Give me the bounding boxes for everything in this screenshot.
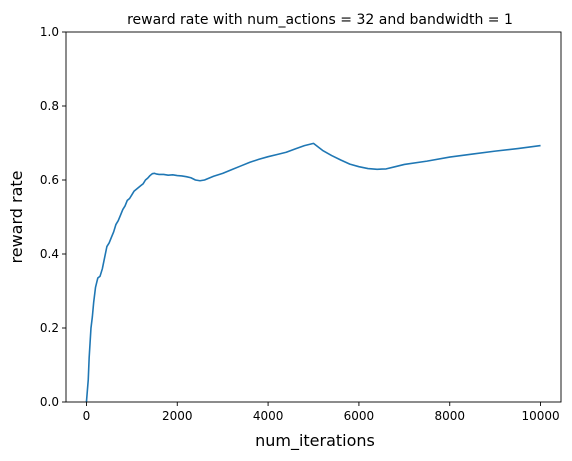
series-line-0 [85, 142, 541, 403]
x-tick-label: 0 [83, 409, 91, 423]
x-tick-label: 4000 [253, 409, 284, 423]
x-tick-label: 2000 [162, 409, 193, 423]
y-tick-label: 0.8 [40, 99, 59, 113]
y-tick-label: 0.4 [40, 247, 59, 261]
y-tick-label: 0.2 [40, 321, 59, 335]
x-axis: 0 2000 4000 6000 8000 10000 [83, 402, 560, 423]
plot-frame [65, 31, 562, 403]
y-axis-label: reward rate [7, 171, 26, 264]
x-tick-label: 10000 [521, 409, 559, 423]
y-tick-label: 0.0 [40, 395, 59, 409]
y-tick-label: 1.0 [40, 25, 59, 39]
chart-title: reward rate with num_actions = 32 and ba… [127, 12, 513, 28]
plot-area [65, 31, 562, 403]
x-axis-label: num_iterations [255, 431, 375, 451]
x-tick-label: 8000 [434, 409, 465, 423]
y-axis: 0.0 0.2 0.4 0.6 0.8 1.0 [40, 25, 66, 409]
x-tick-label: 6000 [344, 409, 375, 423]
y-tick-label: 0.6 [40, 173, 59, 187]
